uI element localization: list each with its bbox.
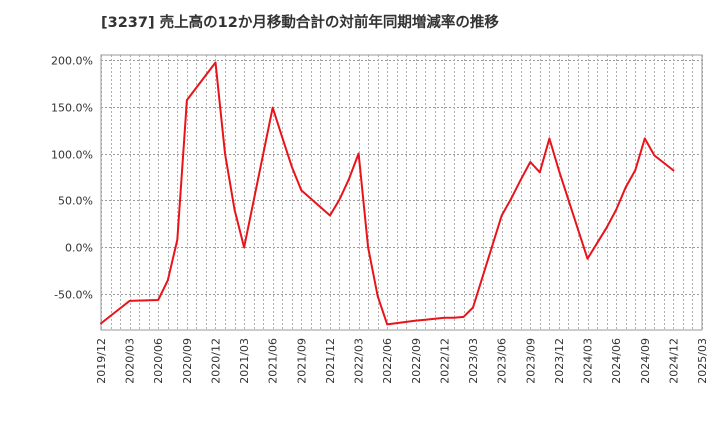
y-tick-label: 100.0% xyxy=(51,149,93,162)
x-tick-label: 2022/09 xyxy=(410,338,423,384)
x-tick-label: 2020/03 xyxy=(124,338,137,384)
y-tick-label: 200.0% xyxy=(51,55,93,68)
x-tick-label: 2020/06 xyxy=(152,338,165,384)
x-tick-label: 2024/09 xyxy=(639,338,652,384)
x-tick-label: 2023/06 xyxy=(496,338,509,384)
chart-title: [3237] 売上高の12か月移動合計の対前年同期増減率の推移 xyxy=(101,15,499,31)
series-group xyxy=(100,61,675,326)
y-tick-label: -50.0% xyxy=(54,289,93,302)
x-tick-label: 2021/03 xyxy=(238,338,251,384)
series-line-0 xyxy=(100,61,675,326)
x-axis-ticks: 2019/12 2020/03 2020/06 2020/09 2020/12 2021/… xyxy=(95,338,709,384)
y-tick-label: 0.0% xyxy=(65,242,93,255)
x-tick-label: 2023/03 xyxy=(467,338,480,384)
x-tick-label: 2024/12 xyxy=(667,338,680,384)
x-tick-label: 2020/12 xyxy=(209,338,222,384)
x-tick-label: 2023/12 xyxy=(553,338,566,384)
plot-area-border xyxy=(100,54,703,331)
x-tick-label: 2022/12 xyxy=(438,338,451,384)
x-tick-label: 2022/03 xyxy=(353,338,366,384)
y-tick-label: 50.0% xyxy=(58,195,93,208)
x-tick-label: 2024/06 xyxy=(610,338,623,384)
x-tick-label: 2021/09 xyxy=(295,338,308,384)
x-tick-label: 2021/12 xyxy=(324,338,337,384)
x-tick-label: 2024/03 xyxy=(582,338,595,384)
x-tick-label: 2025/03 xyxy=(696,338,709,384)
y-axis-ticks: 200.0% 150.0% 100.0% 50.0% 0.0% -50.0% xyxy=(51,55,93,302)
gridlines xyxy=(101,55,703,330)
x-tick-label: 2020/09 xyxy=(181,338,194,384)
x-tick-label: 2023/09 xyxy=(524,338,537,384)
y-tick-label: 150.0% xyxy=(51,102,93,115)
x-tick-label: 2019/12 xyxy=(95,338,108,384)
x-tick-label: 2021/06 xyxy=(267,338,280,384)
x-tick-label: 2022/06 xyxy=(381,338,394,384)
